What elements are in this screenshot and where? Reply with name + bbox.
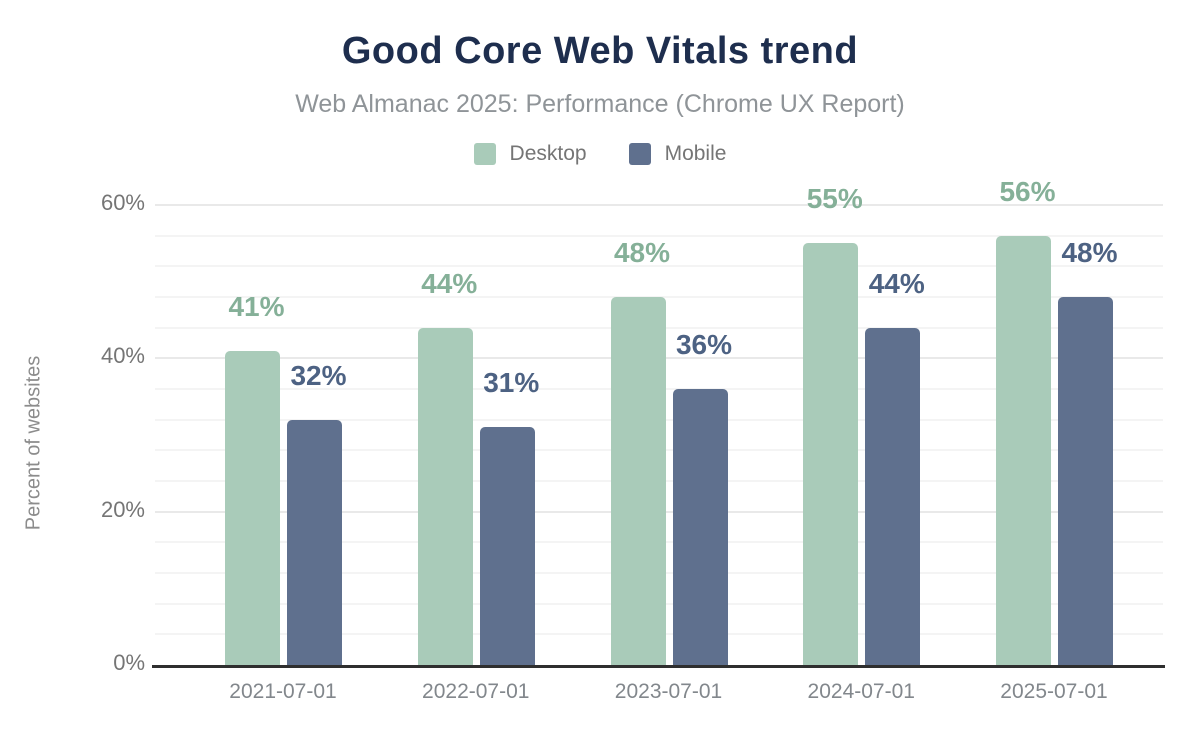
bar-value-label: 44% (421, 267, 478, 299)
bar-mobile-2025-07-01 (1058, 297, 1113, 665)
bar-mobile-2024-07-01 (865, 327, 921, 665)
bar-desktop-2025-07-01 (996, 235, 1051, 665)
x-tick-label: 2025-07-01 (1000, 680, 1108, 703)
desktop-swatch (473, 143, 496, 165)
x-tick-label: 2022-07-01 (422, 680, 530, 703)
y-tick-label: 40% (100, 343, 145, 369)
bar-desktop-2023-07-01 (610, 297, 666, 665)
major-gridline (155, 204, 1163, 206)
chart-title: Good Core Web Vitals trend (341, 30, 859, 72)
bar-value-label: 48% (613, 237, 671, 268)
x-axis-line (152, 665, 1165, 668)
legend-label: Desktop (509, 142, 587, 165)
mobile-swatch (628, 143, 651, 165)
bar-mobile-2022-07-01 (479, 427, 535, 665)
bar-value-label: 32% (290, 359, 347, 391)
bar-value-label: 36% (675, 329, 733, 360)
bar-desktop-2021-07-01 (225, 350, 280, 665)
legend-label: Mobile (664, 142, 727, 165)
bar-desktop-2022-07-01 (417, 327, 473, 665)
bar-value-label: 56% (999, 175, 1056, 207)
bar-desktop-2024-07-01 (803, 243, 859, 665)
y-tick-label: 0% (113, 650, 145, 675)
minor-gridline (155, 234, 1163, 237)
bar-value-label: 44% (868, 267, 925, 299)
bar-value-label: 48% (1061, 237, 1118, 268)
minor-gridline (155, 265, 1163, 268)
x-tick-label: 2024-07-01 (807, 680, 915, 703)
y-axis-title: Percent of websites (22, 355, 45, 531)
bar-value-label: 55% (806, 183, 863, 215)
y-tick-label: 60% (100, 190, 145, 215)
bar-value-label: 31% (483, 367, 540, 399)
y-tick-label: 20% (100, 496, 145, 522)
bar-mobile-2021-07-01 (287, 419, 342, 665)
bar-value-label: 41% (228, 290, 285, 322)
chart-legend: Desktop Mobile (0, 142, 1200, 166)
x-tick-label: 2023-07-01 (614, 680, 723, 703)
legend-item-mobile: Mobile (628, 142, 727, 166)
bar-mobile-2023-07-01 (672, 389, 728, 665)
legend-item-desktop: Desktop (473, 142, 587, 166)
x-tick-label: 2021-07-01 (229, 680, 337, 703)
plot-area: 0% 20% 40% 60% 2021-07-01 41% 32% 2022-07-01 44%… (101, 176, 1165, 703)
chart-subtitle: Web Almanac 2025: Performance (Chrome UX… (295, 90, 905, 118)
